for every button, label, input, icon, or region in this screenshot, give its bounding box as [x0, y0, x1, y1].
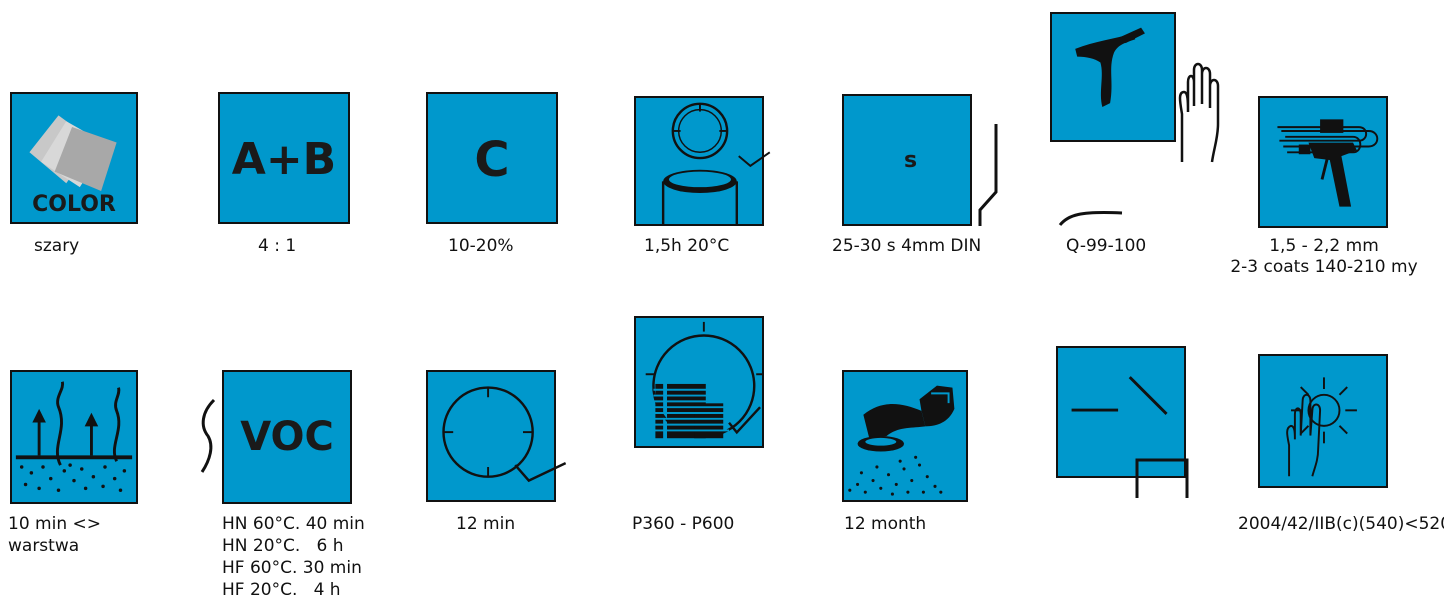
storage-tile	[1056, 346, 1186, 478]
hardener-tile	[1050, 12, 1176, 142]
caption-voc-2: HN 20°C. 6 h	[222, 536, 344, 556]
mix-ratio-icon: A+B	[231, 134, 337, 185]
protection-tile	[1258, 354, 1388, 488]
caption-spray-gun-1: 1,5 - 2,2 mm	[1269, 236, 1379, 256]
flash-off-icon	[15, 381, 133, 493]
caption-thinner: 10-20%	[448, 236, 514, 256]
viscosity-tile: s	[842, 94, 972, 226]
thinner-tile: C	[426, 92, 558, 224]
infrared-drying-icon	[645, 321, 762, 439]
caption-voc-1: HN 60°C. 40 min	[222, 514, 365, 534]
caption-sanding: 12 month	[844, 514, 927, 534]
voc-icon: VOC	[240, 414, 334, 460]
container-icon	[1135, 458, 1189, 498]
caption-protection: 2004/42/IIB(c)(540)<520	[1238, 514, 1444, 534]
caption-mix-ratio: 4 : 1	[258, 236, 297, 256]
caption-spray-gun-2: 2-3 coats 140-210 my	[1230, 257, 1418, 277]
sanding-icon	[848, 385, 955, 496]
pot-life-tile	[634, 96, 771, 226]
voc-tile: VOC	[222, 370, 352, 504]
sanding-tile	[842, 370, 968, 502]
hose-icon	[1058, 211, 1123, 226]
flash-off-tile	[10, 370, 138, 504]
caption-flash-off-1: 10 min <>	[8, 514, 101, 534]
caption-infrared: P360 - P600	[632, 514, 735, 534]
caption-pot-life: 1,5h 20°C	[644, 236, 730, 256]
protection-icon	[1286, 377, 1357, 477]
thinner-icon: C	[474, 132, 510, 188]
voc-vapor-icon	[200, 398, 216, 473]
viscosity-label: s	[904, 148, 918, 173]
glove-icon	[1178, 62, 1220, 163]
pot-life-icon	[661, 102, 771, 224]
infrared-tile	[634, 316, 764, 448]
caption-flash-off-2: warstwa	[8, 536, 80, 556]
spray-gun-icon	[1277, 119, 1379, 207]
color-tile: COLOR	[10, 92, 138, 224]
hardener-icon	[1075, 27, 1145, 108]
caption-color: szary	[34, 236, 80, 256]
viscosity-cup-icon	[978, 124, 998, 226]
caption-drying-time: 12 min	[456, 514, 516, 534]
drying-time-icon	[442, 386, 567, 483]
mix-ratio-tile: A+B	[218, 92, 350, 224]
color-label: COLOR	[32, 192, 116, 217]
spray-gun-tile	[1258, 96, 1388, 228]
storage-icon	[1071, 376, 1168, 415]
drying-time-tile	[426, 370, 567, 502]
color-swatch-icon	[29, 115, 117, 191]
caption-voc-4: HF 20°C. 4 h	[222, 580, 341, 600]
caption-viscosity: 25-30 s 4mm DIN	[832, 236, 982, 256]
caption-hardener: Q-99-100	[1066, 236, 1147, 256]
caption-voc-3: HF 60°C. 30 min	[222, 558, 362, 578]
